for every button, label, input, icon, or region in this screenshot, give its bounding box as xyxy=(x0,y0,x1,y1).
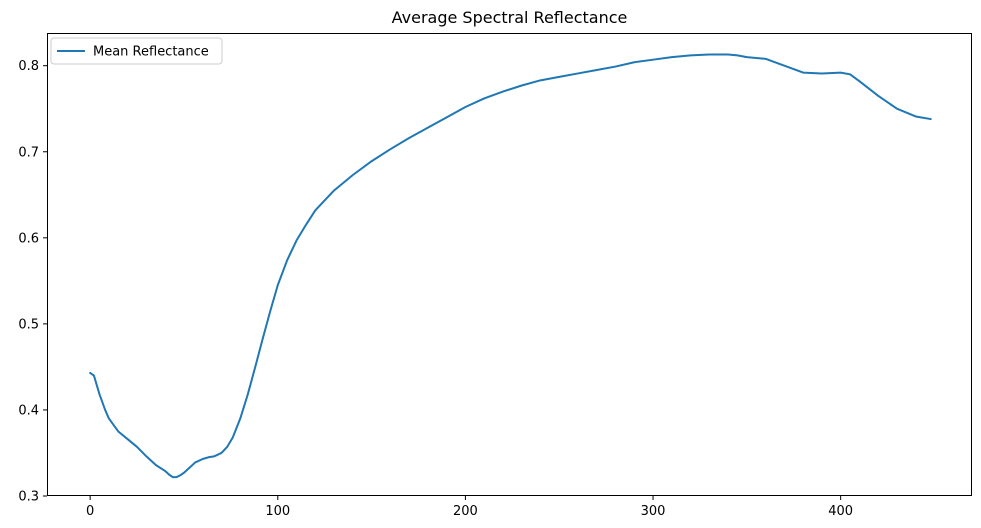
x-axis: 0 100 200 300 400 xyxy=(86,496,853,519)
y-tick-label: 0.3 xyxy=(18,490,39,505)
plot-area xyxy=(47,33,972,496)
series-layer xyxy=(89,53,932,479)
x-tick-label: 300 xyxy=(641,504,666,519)
y-tick-label: 0.6 xyxy=(18,231,39,246)
axes-frame xyxy=(47,33,972,496)
series-line-mean-reflectance xyxy=(89,53,932,479)
legend-box xyxy=(50,37,223,65)
legend: Mean Reflectance xyxy=(50,37,223,65)
x-tick-label: 100 xyxy=(265,504,290,519)
chart-title: Average Spectral Reflectance xyxy=(392,8,628,27)
y-tick-label: 0.4 xyxy=(18,403,39,418)
y-tick-label: 0.7 xyxy=(18,145,39,160)
y-axis: 0.3 0.4 0.5 0.6 0.7 0.8 xyxy=(18,59,47,505)
y-tick-label: 0.8 xyxy=(18,59,39,74)
x-tick-label: 400 xyxy=(828,504,853,519)
legend-label: Mean Reflectance xyxy=(93,45,209,60)
y-tick-label: 0.5 xyxy=(18,317,39,332)
x-tick-label: 200 xyxy=(453,504,478,519)
x-tick-label: 0 xyxy=(86,504,94,519)
